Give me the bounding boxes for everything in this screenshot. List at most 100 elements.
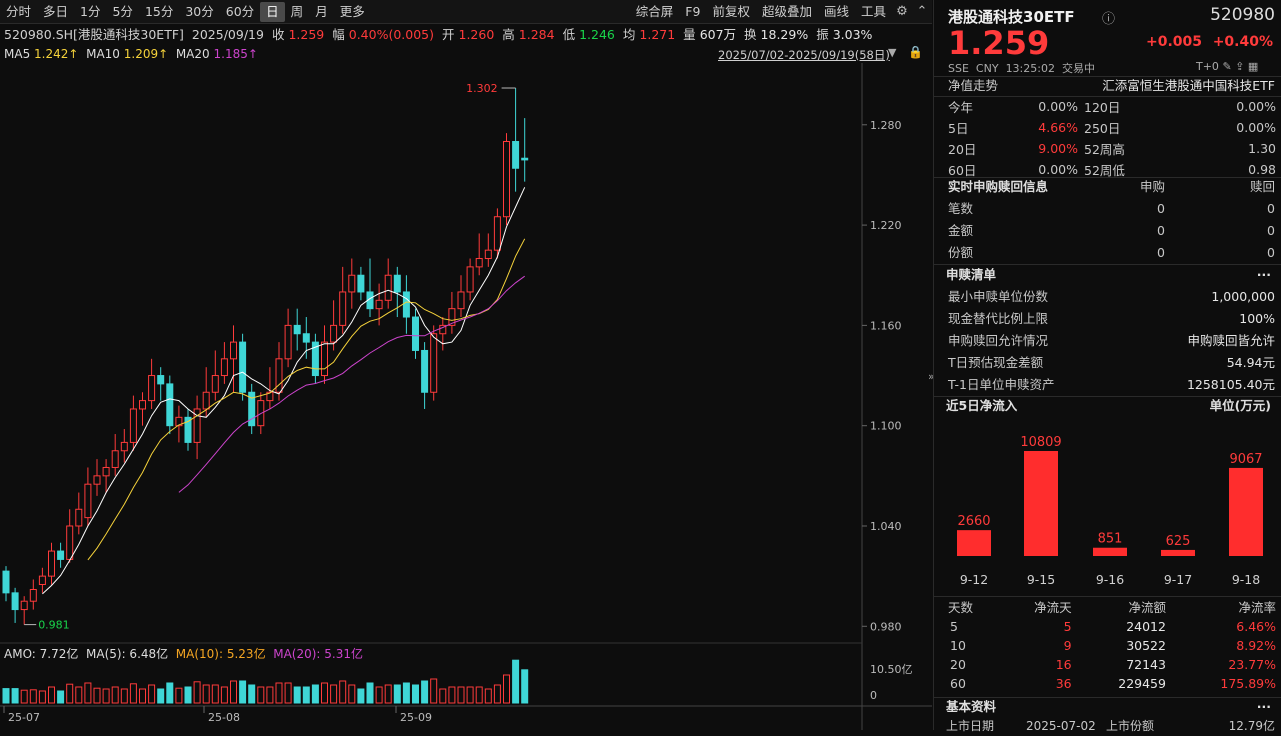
candle [129,395,137,451]
min-price-label: 0.981 [38,619,69,632]
list-row: T日预估现金差额 54.94元 [948,355,1275,370]
expand-sidebar-icon[interactable]: » [928,370,935,383]
flow-bar-label: 625 [1166,534,1191,549]
candle [503,133,510,226]
lock-icon[interactable]: 🔒 [908,45,923,59]
low-value: 1.246 [579,27,615,42]
perf-row: 60日 0.00% 52周低 0.98 [948,162,1276,178]
tool-button-2[interactable]: 前复权 [712,3,750,19]
flow-bar-label: 851 [1098,532,1123,547]
candle [512,88,520,192]
basic-row: 上市日期 2025-07-02 上市份额 12.79亿 [946,719,1275,733]
candle [66,509,74,563]
period-tab-10[interactable]: 更多 [339,3,365,19]
tool-button-1[interactable]: F9 [685,3,701,19]
volume-bar [29,689,37,704]
candle [384,258,392,309]
flow-table-row: 5 5 24012 6.46% [950,619,1276,634]
volume-bar [293,686,301,704]
t0-label: T+0 [1196,60,1219,73]
flow-table-header: 天数 净流天 净流额 净流率 [948,600,1276,615]
y-tick-label: 1.040 [870,520,902,533]
info-icon[interactable]: ⓘ [1102,12,1116,27]
list-row: 现金替代比例上限 100% [948,311,1275,326]
market-status: SSE CNY 13:25:02 交易中 [948,62,1095,75]
dropdown-icon[interactable]: ▼ [888,46,897,59]
volume-bar [302,686,310,704]
period-tab-1[interactable]: 多日 [43,3,69,19]
period-tab-8[interactable]: 周 [290,3,304,19]
volume-bar [120,688,128,704]
volume-bar [521,669,529,704]
volume-bar [2,688,10,704]
candle [239,333,247,401]
volume-bar [275,682,283,704]
volume-bar [84,682,92,704]
period-tab-4[interactable]: 15分 [144,3,174,19]
high-value: 1.284 [518,27,555,42]
period-tab-9[interactable]: 月 [315,3,328,19]
volume-bar [475,686,483,704]
y-tick-label: 1.220 [870,219,902,232]
candle [2,566,10,602]
x-tick-label: 25-08 [208,711,240,724]
share-icon[interactable]: ⇪ [1235,60,1245,73]
period-tab-7[interactable]: 日 [260,1,285,22]
open-value: 1.260 [458,27,495,42]
volume-bar [75,686,83,704]
period-tab-3[interactable]: 5分 [112,3,133,19]
tool-button-4[interactable]: 画线 [823,3,849,19]
volume-bar [466,686,474,704]
candle [348,258,356,309]
candle [193,395,201,460]
flow-bar [1161,549,1195,556]
volume-bar [202,684,210,704]
net-flow-table: 天数 净流天 净流额 净流率 5 5 24012 6.46% 10 9 30522 8.92% 20 16… [948,596,1276,693]
candle [11,587,19,623]
candle [293,308,301,351]
bar-date: 2025/09/19 [191,27,264,42]
ma10-line [87,238,526,561]
y-tick-label: 1.280 [870,119,902,132]
list-title: 申赎清单 [946,267,997,282]
candle [302,317,310,359]
ma20-line [178,275,525,493]
volume-bar [38,690,46,704]
amplitude-value: 3.03% [832,27,873,42]
volume-bar [48,686,55,704]
max-price-label: 1.302 [466,82,498,95]
candle [220,342,228,384]
list-row: 最小申赎单位份数 1,000,000 [948,289,1275,304]
grid-icon[interactable]: ▦ [1247,60,1259,73]
gear-icon[interactable]: ⚙ [896,4,908,19]
more-icon-2[interactable]: ··· [1256,699,1271,714]
volume-bar [102,688,110,704]
perf-row: 今年 0.00% 120日 0.00% [948,99,1276,115]
tool-button-5[interactable]: 工具 [860,3,886,19]
more-icon[interactable]: ··· [1256,267,1271,282]
edit-icon[interactable]: ✎ [1222,60,1232,73]
period-tab-5[interactable]: 30分 [185,3,214,19]
period-tab-2[interactable]: 1分 [80,3,101,19]
candlestick-chart[interactable]: 1.280 1.220 1.160 1.100 1.040 0.980 1.302 0.981… [0,63,932,730]
candle [166,375,174,435]
volume-bar [421,680,429,704]
tool-button-0[interactable]: 综合屏 [635,3,674,19]
volume-bar [175,687,183,704]
volume-bar [503,674,510,704]
candle [475,233,483,276]
collapse-up-icon[interactable]: ⌃ [916,4,928,19]
candle [412,308,419,359]
volume-bar [139,688,146,704]
date-range[interactable]: 2025/07/02-2025/09/19(58日) [718,48,890,62]
candle [311,333,319,384]
volume-bar [20,689,28,704]
volume-bar [193,681,201,704]
period-tab-6[interactable]: 60分 [225,3,255,19]
volume-bar [111,686,119,704]
period-tab-0[interactable]: 分时 [6,3,32,19]
tool-button-3[interactable]: 超级叠加 [761,3,812,19]
volume-bar [230,680,237,704]
candle [175,405,183,443]
volume-bar [148,684,156,704]
